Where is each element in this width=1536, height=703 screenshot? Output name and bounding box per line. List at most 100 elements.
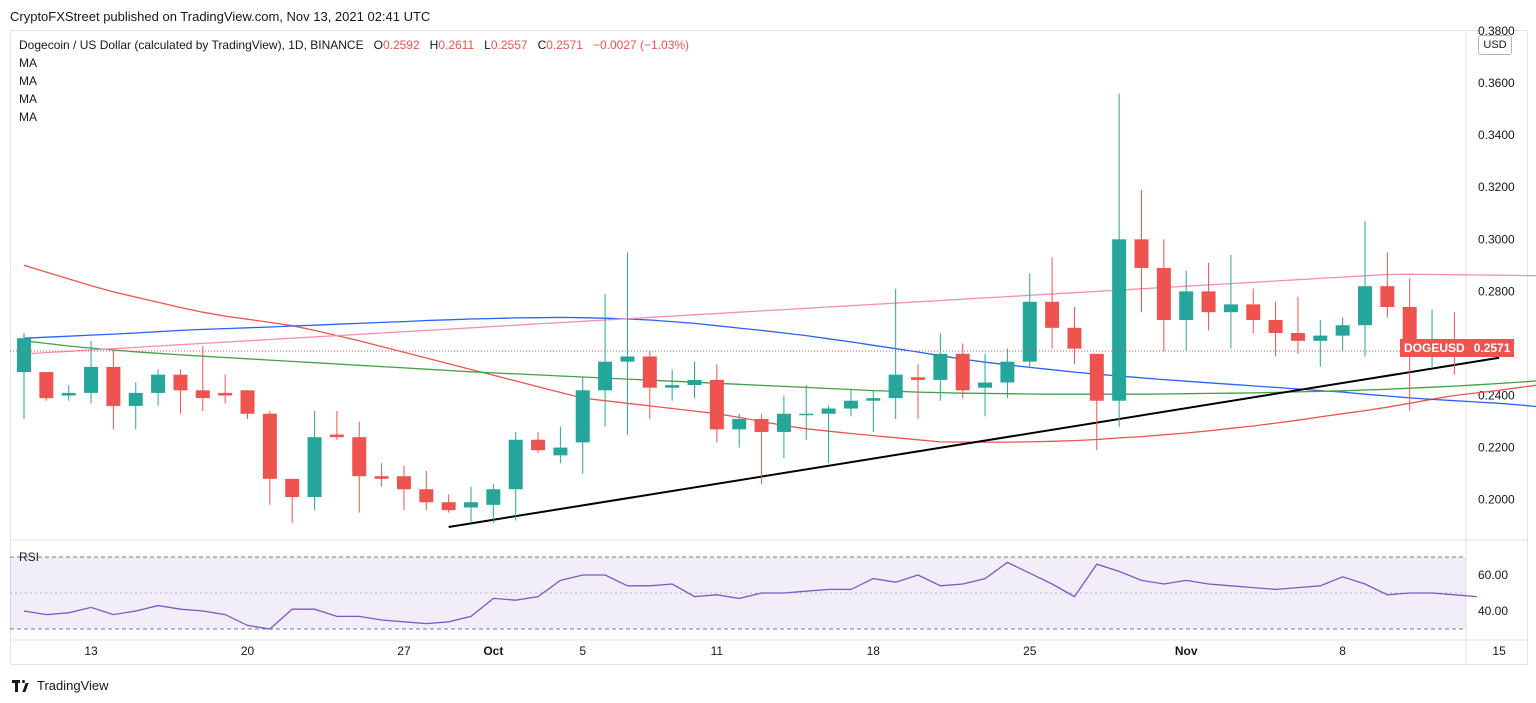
rsi-label[interactable]: RSI xyxy=(19,550,40,564)
y-tick-label: 0.2000 xyxy=(1478,493,1515,507)
open-value: 0.2592 xyxy=(382,38,420,52)
candle-body xyxy=(709,379,724,430)
candle-body xyxy=(329,434,344,438)
x-tick-label: Oct xyxy=(483,644,503,658)
chart-frame xyxy=(10,30,1528,665)
ma-label[interactable]: MA xyxy=(19,110,37,124)
y-tick-label: 0.3000 xyxy=(1478,232,1515,246)
ma-label[interactable]: MA xyxy=(19,56,37,70)
candle-body xyxy=(396,476,411,490)
candle-body xyxy=(307,437,322,498)
candle-body xyxy=(508,439,523,490)
candle-body xyxy=(933,353,948,380)
candle-body xyxy=(17,338,31,373)
low-label: L xyxy=(484,38,491,52)
moving-average-line xyxy=(23,340,1536,395)
ma-label[interactable]: MA xyxy=(19,92,37,106)
candle-body xyxy=(531,439,546,451)
candle-body xyxy=(978,382,993,388)
candle-body xyxy=(1358,286,1372,326)
rsi-tick-label: 60.00 xyxy=(1478,568,1508,582)
x-tick-label: 25 xyxy=(1023,644,1037,658)
rsi-tick-label: 40.00 xyxy=(1478,604,1508,618)
candle-body xyxy=(151,374,166,393)
candle-body xyxy=(84,366,99,393)
candle-body xyxy=(1246,304,1261,321)
x-tick-label: 5 xyxy=(579,644,586,658)
candle-body xyxy=(441,502,456,511)
candle-body xyxy=(240,390,255,414)
x-tick-label: 20 xyxy=(241,644,255,658)
candle-body xyxy=(888,374,903,399)
candle-body xyxy=(1313,335,1328,341)
candle-body xyxy=(39,372,54,399)
candle-body xyxy=(598,361,613,391)
high-value: 0.2611 xyxy=(438,38,475,52)
rsi-line xyxy=(23,561,1477,630)
candle-body xyxy=(776,413,791,432)
candle-body xyxy=(1223,304,1238,313)
candle-body xyxy=(419,489,434,503)
candle-body xyxy=(61,392,76,396)
footer-brand: TradingView xyxy=(12,678,109,693)
candle-body xyxy=(1089,353,1104,401)
change-value: −0.0027 (−1.03%) xyxy=(592,38,690,52)
price-tag-value: 0.2571 xyxy=(1473,341,1511,355)
candle-body xyxy=(553,447,568,456)
candle-body xyxy=(1380,286,1395,307)
candle-body xyxy=(486,489,501,505)
candle-body xyxy=(1000,361,1015,383)
candle-body xyxy=(1067,327,1082,349)
ma-label[interactable]: MA xyxy=(19,74,37,88)
candle-body xyxy=(843,400,858,409)
candle-body xyxy=(732,418,747,430)
close-value: 0.2571 xyxy=(546,38,583,52)
moving-average-line xyxy=(23,316,1536,408)
moving-average-line xyxy=(23,273,1536,355)
x-tick-label: 13 xyxy=(84,644,98,658)
candle-body xyxy=(128,392,143,406)
ma-indicator-list: MA MA MA MA xyxy=(19,54,37,126)
ascending-trendline xyxy=(448,356,1500,528)
tradingview-logo-icon xyxy=(12,679,32,692)
ohlc-legend: Dogecoin / US Dollar (calculated by Trad… xyxy=(19,38,689,52)
moving-average-line xyxy=(23,264,1536,443)
candle-body xyxy=(173,374,188,391)
currency-button[interactable]: USD xyxy=(1478,35,1512,55)
candle-body xyxy=(821,408,836,414)
candle-body xyxy=(1201,291,1216,313)
y-tick-label: 0.3600 xyxy=(1478,76,1515,90)
footer-brand-name: TradingView xyxy=(37,678,109,693)
x-tick-label: 27 xyxy=(397,644,411,658)
last-price-tag: DOGEUSD 0.2571 xyxy=(1400,339,1515,357)
candle-body xyxy=(642,356,657,388)
x-tick-label: Nov xyxy=(1175,644,1198,658)
x-tick-label: 15 xyxy=(1492,644,1506,658)
candle-body xyxy=(106,366,121,406)
candle-body xyxy=(285,478,300,498)
candle-body xyxy=(1179,291,1194,321)
x-tick-label: 18 xyxy=(867,644,881,658)
high-label: H xyxy=(429,38,439,52)
y-tick-label: 0.3400 xyxy=(1478,128,1515,142)
candle-body xyxy=(1156,267,1171,321)
candle-body xyxy=(1134,239,1149,268)
candle-body xyxy=(911,377,925,380)
candle-body xyxy=(1112,239,1127,401)
y-tick-label: 0.3200 xyxy=(1478,180,1515,194)
candle-body xyxy=(866,398,881,401)
open-label: O xyxy=(373,38,383,52)
candle-body xyxy=(754,418,769,432)
candle-body xyxy=(575,390,590,443)
low-value: 0.2557 xyxy=(490,38,528,52)
candle-body xyxy=(687,379,702,386)
candle-body xyxy=(374,476,389,479)
x-tick-label: 11 xyxy=(711,644,724,658)
candle-body xyxy=(352,437,367,477)
symbol-description[interactable]: Dogecoin / US Dollar (calculated by Trad… xyxy=(19,38,364,52)
candle-body xyxy=(799,413,814,416)
candle-body xyxy=(1290,333,1305,341)
publisher-line: CryptoFXStreet published on TradingView.… xyxy=(10,9,431,24)
y-tick-label: 0.2200 xyxy=(1478,441,1515,455)
